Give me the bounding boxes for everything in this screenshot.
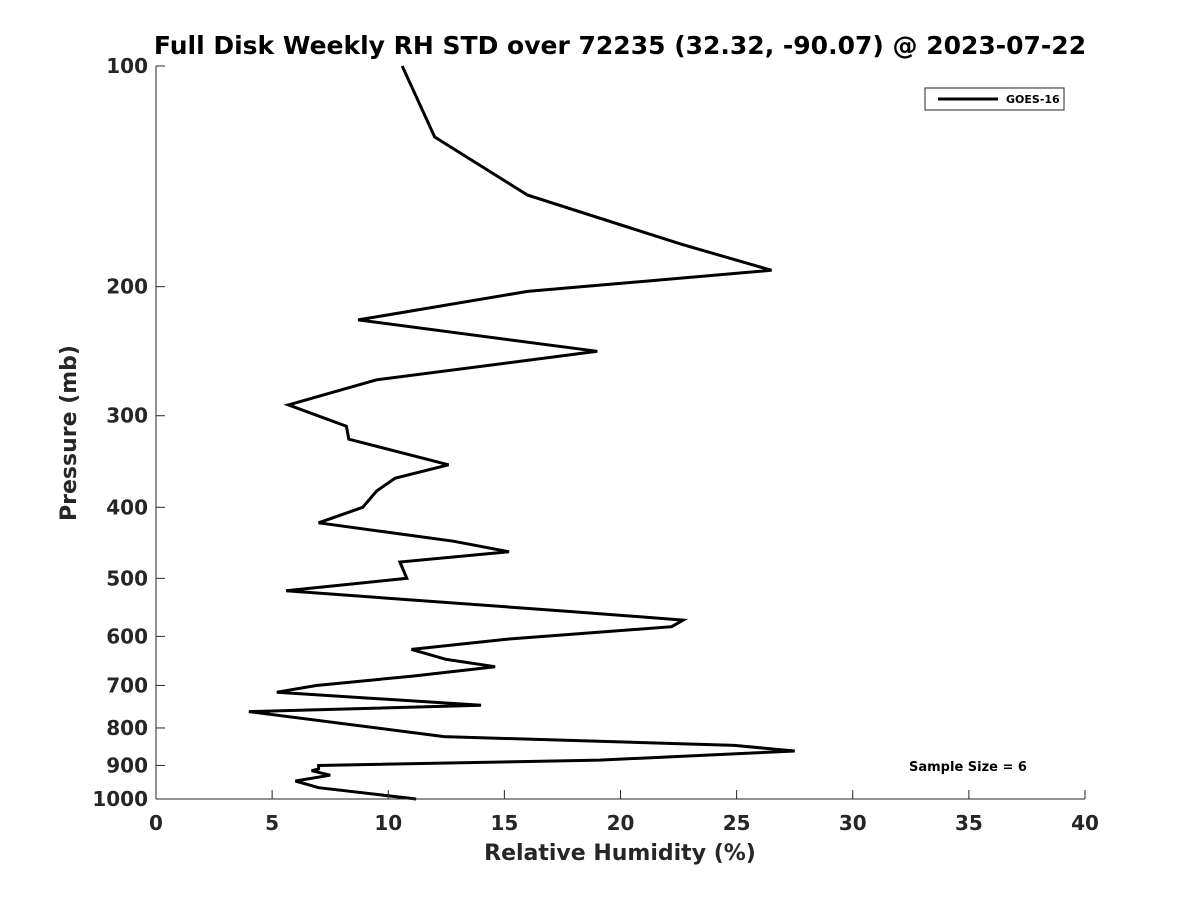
series-line-goes-16 (248, 65, 795, 801)
y-tick-label: 300 (106, 404, 148, 428)
y-tick-label: 100 (106, 54, 148, 78)
y-tick-label: 900 (106, 753, 148, 777)
x-tick-label: 10 (374, 811, 402, 835)
y-tick-label: 800 (106, 716, 148, 740)
y-tick-label: 500 (106, 566, 148, 590)
sample-size-annotation: Sample Size = 6 (909, 760, 1027, 775)
x-tick-label: 15 (490, 811, 518, 835)
x-tick-label: 30 (839, 811, 867, 835)
x-tick-label: 40 (1071, 811, 1099, 835)
y-tick-label: 200 (106, 275, 148, 299)
y-tick-label: 700 (106, 673, 148, 697)
series-layer (248, 65, 795, 801)
x-ticks: 0 5 10 15 20 25 30 35 40 (149, 790, 1099, 835)
x-tick-label: 0 (149, 811, 163, 835)
legend: GOES-16 (924, 87, 1065, 111)
x-axis-label: Relative Humidity (%) (484, 841, 756, 866)
legend-label-goes-16: GOES-16 (1006, 93, 1060, 106)
y-tick-label: 1000 (92, 787, 148, 811)
x-tick-label: 35 (955, 811, 983, 835)
x-tick-label: 25 (723, 811, 751, 835)
y-axis-label: Pressure (mb) (57, 345, 82, 521)
x-tick-label: 20 (607, 811, 635, 835)
y-tick-label: 400 (106, 495, 148, 519)
chart-title: Full Disk Weekly RH STD over 72235 (32.3… (154, 31, 1086, 60)
y-ticks: 100 200 300 400 500 600 700 800 900 1000 (92, 54, 165, 811)
y-tick-label: 600 (106, 624, 148, 648)
x-tick-label: 5 (265, 811, 279, 835)
plot-area (156, 66, 1085, 799)
